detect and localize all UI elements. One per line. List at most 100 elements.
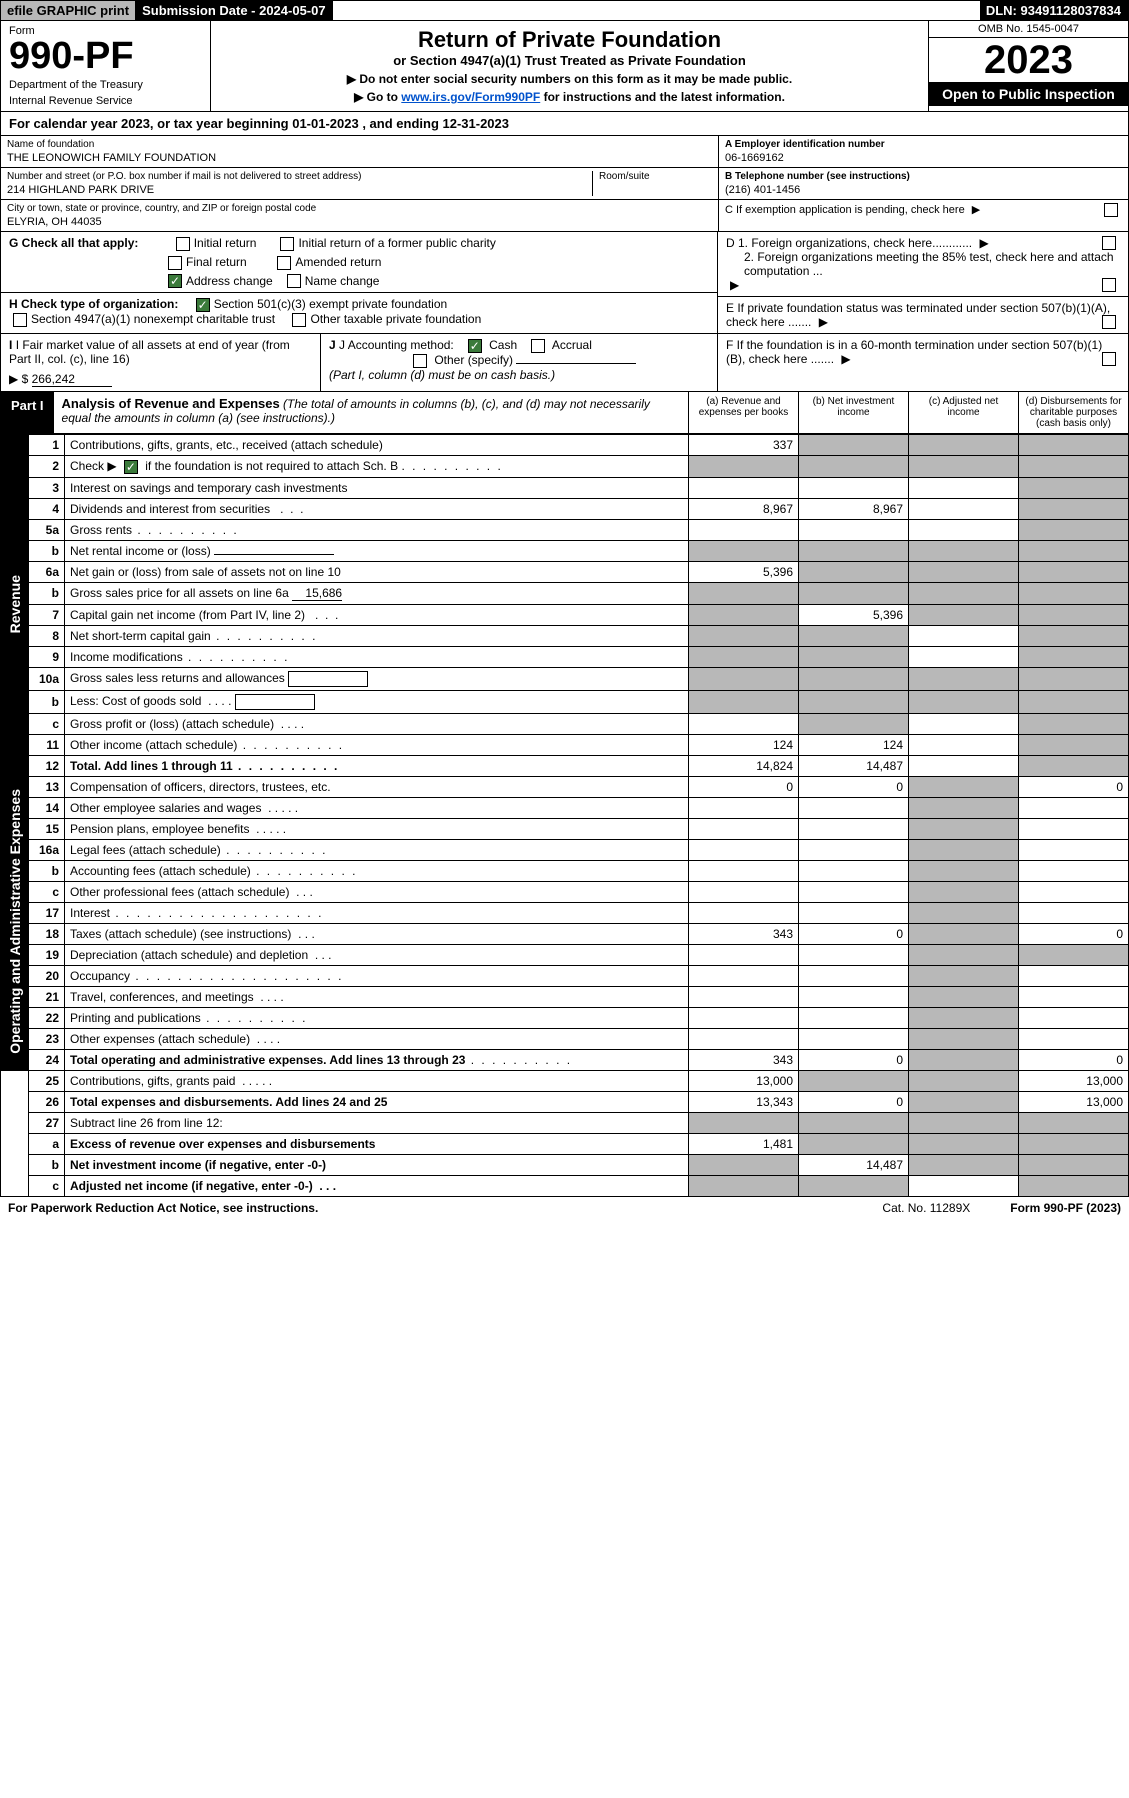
line-num: 26 <box>29 1091 65 1112</box>
foundation-name: THE LEONOWICH FAMILY FOUNDATION <box>7 152 712 164</box>
d1-label: D 1. Foreign organizations, check here..… <box>726 236 972 250</box>
col-d-header: (d) Disbursements for charitable purpose… <box>1018 392 1128 433</box>
line-num: 17 <box>29 902 65 923</box>
part1-title: Analysis of Revenue and Expenses <box>62 396 280 411</box>
col-b-header: (b) Net investment income <box>798 392 908 433</box>
arrow-icon: ▶ <box>819 315 828 329</box>
address-label: Number and street (or P.O. box number if… <box>7 171 592 182</box>
entity-info: Name of foundation THE LEONOWICH FAMILY … <box>0 136 1129 232</box>
table-row: 6aNet gain or (loss) from sale of assets… <box>1 561 1129 582</box>
fmv-value: 266,242 <box>32 372 112 387</box>
line-num: b <box>29 540 65 561</box>
line-desc: Gross rents <box>65 519 689 540</box>
instructions-link[interactable]: www.irs.gov/Form990PF <box>401 90 540 104</box>
line-num: 12 <box>29 755 65 776</box>
line-desc: Printing and publications <box>65 1007 689 1028</box>
4947-checkbox[interactable] <box>13 313 27 327</box>
col-b-val: 5,396 <box>799 604 909 625</box>
arrow-icon: ▶ <box>979 236 988 250</box>
col-b-val: 0 <box>799 1091 909 1112</box>
table-row: 3Interest on savings and temporary cash … <box>1 477 1129 498</box>
form-reference: Form 990-PF (2023) <box>1010 1201 1121 1215</box>
initial-former-checkbox[interactable] <box>280 237 294 251</box>
d2-label: 2. Foreign organizations meeting the 85%… <box>726 250 1120 278</box>
h-label: H Check type of organization: <box>9 297 178 311</box>
col-a-val: 124 <box>689 734 799 755</box>
line-desc: Net investment income (if negative, ente… <box>65 1154 689 1175</box>
line-desc: Gross sales price for all assets on line… <box>65 582 689 604</box>
initial-return-checkbox[interactable] <box>176 237 190 251</box>
line-num: c <box>29 1175 65 1196</box>
line-desc: Gross profit or (loss) (attach schedule)… <box>65 713 689 734</box>
line-desc: Pension plans, employee benefits . . . .… <box>65 818 689 839</box>
other-method-checkbox[interactable] <box>413 354 427 368</box>
table-row: 7Capital gain net income (from Part IV, … <box>1 604 1129 625</box>
line-desc: Subtract line 26 from line 12: <box>65 1112 689 1133</box>
address-value: 214 HIGHLAND PARK DRIVE <box>7 184 592 196</box>
line-desc: Total operating and administrative expen… <box>65 1049 689 1070</box>
line-desc: Depreciation (attach schedule) and deple… <box>65 944 689 965</box>
table-row: 18Taxes (attach schedule) (see instructi… <box>1 923 1129 944</box>
60-month-checkbox[interactable] <box>1102 352 1116 366</box>
line-num: 6a <box>29 561 65 582</box>
501c3-label: Section 501(c)(3) exempt private foundat… <box>214 297 447 311</box>
line-num: 1 <box>29 435 65 456</box>
line-desc: Other employee salaries and wages . . . … <box>65 797 689 818</box>
instructions-link-row: ▶ Go to www.irs.gov/Form990PF for instru… <box>217 90 922 104</box>
col-a-val: 343 <box>689 923 799 944</box>
amended-return-checkbox[interactable] <box>277 256 291 270</box>
foreign-org-checkbox[interactable] <box>1102 236 1116 250</box>
phone-label: B Telephone number (see instructions) <box>725 171 1122 182</box>
line-desc: Net gain or (loss) from sale of assets n… <box>65 561 689 582</box>
ein-label: A Employer identification number <box>725 139 1122 150</box>
col-a-val: 13,343 <box>689 1091 799 1112</box>
line-desc: Income modifications <box>65 646 689 667</box>
fmv-label: I Fair market value of all assets at end… <box>9 338 290 366</box>
address-change-checkbox[interactable]: ✓ <box>168 274 182 288</box>
line-num: 21 <box>29 986 65 1007</box>
table-row: bLess: Cost of goods sold . . . . <box>1 690 1129 713</box>
line-num: 19 <box>29 944 65 965</box>
col-d-val: 13,000 <box>1019 1091 1129 1112</box>
other-taxable-checkbox[interactable] <box>292 313 306 327</box>
tax-year: 2023 <box>929 38 1128 82</box>
col-d-val: 13,000 <box>1019 1070 1129 1091</box>
line-desc: Check ▶ ✓ if the foundation is not requi… <box>65 456 689 478</box>
line-desc: Net rental income or (loss) <box>65 540 689 561</box>
f-label: F If the foundation is in a 60-month ter… <box>726 338 1102 366</box>
table-row: bNet rental income or (loss) <box>1 540 1129 561</box>
form-header: Form 990-PF Department of the Treasury I… <box>0 21 1129 112</box>
line-num: b <box>29 860 65 881</box>
efile-print-button[interactable]: efile GRAPHIC print <box>1 1 136 20</box>
line-desc: Capital gain net income (from Part IV, l… <box>65 604 689 625</box>
phone-value: (216) 401-1456 <box>725 184 1122 196</box>
line-num: 11 <box>29 734 65 755</box>
table-row: bGross sales price for all assets on lin… <box>1 582 1129 604</box>
arrow-icon: ▶ <box>730 278 739 292</box>
omb-number: OMB No. 1545-0047 <box>929 21 1128 38</box>
501c3-checkbox[interactable]: ✓ <box>196 298 210 312</box>
line-desc: Other expenses (attach schedule) . . . . <box>65 1028 689 1049</box>
ssn-warning: ▶ Do not enter social security numbers o… <box>217 72 922 86</box>
line-num: 2 <box>29 456 65 478</box>
table-row: 5aGross rents <box>1 519 1129 540</box>
revenue-section-label: Revenue <box>7 575 23 633</box>
sch-b-checkbox[interactable]: ✓ <box>124 460 138 474</box>
line-num: 8 <box>29 625 65 646</box>
cash-checkbox[interactable]: ✓ <box>468 339 482 353</box>
e-label: E If private foundation status was termi… <box>726 301 1110 329</box>
exemption-pending-checkbox[interactable] <box>1104 203 1118 217</box>
foreign-85-checkbox[interactable] <box>1102 278 1116 292</box>
table-row: 11Other income (attach schedule)124124 <box>1 734 1129 755</box>
col-a-val: 13,000 <box>689 1070 799 1091</box>
table-row: 24Total operating and administrative exp… <box>1 1049 1129 1070</box>
line-desc: Accounting fees (attach schedule) <box>65 860 689 881</box>
final-return-checkbox[interactable] <box>168 256 182 270</box>
irs-label: Internal Revenue Service <box>9 95 202 107</box>
table-row: 23Other expenses (attach schedule) . . .… <box>1 1028 1129 1049</box>
name-change-checkbox[interactable] <box>287 274 301 288</box>
terminated-checkbox[interactable] <box>1102 315 1116 329</box>
table-row: bAccounting fees (attach schedule) <box>1 860 1129 881</box>
accrual-checkbox[interactable] <box>531 339 545 353</box>
part1-table: Revenue 1 Contributions, gifts, grants, … <box>0 434 1129 1197</box>
